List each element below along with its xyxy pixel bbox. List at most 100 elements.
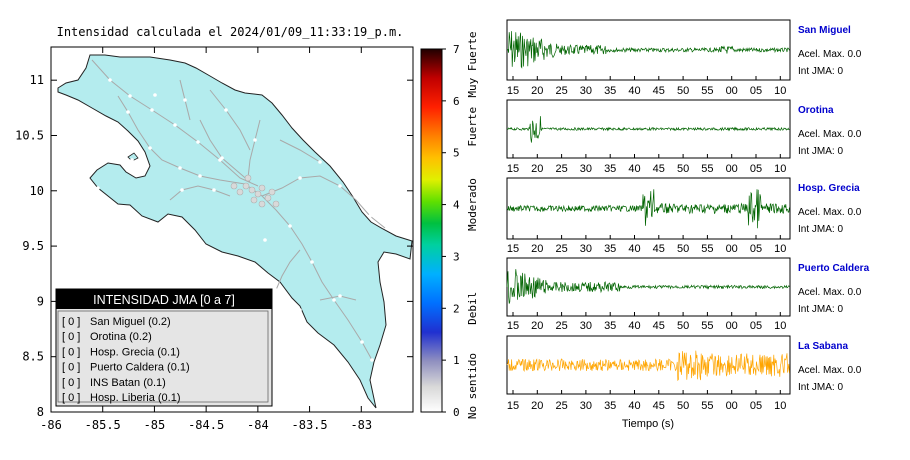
town-marker — [253, 138, 257, 142]
town-marker — [148, 146, 152, 150]
town-marker — [126, 110, 130, 114]
colorbar-tick-label: 0 — [453, 406, 460, 419]
waveform-trace — [506, 189, 790, 229]
waveform-tick-label: 30 — [580, 243, 592, 255]
town-marker — [224, 108, 228, 112]
map-frame — [50, 46, 414, 413]
town-marker — [150, 108, 154, 112]
waveform-tick-label: 20 — [531, 85, 543, 97]
waveform-tick-label: 15 — [507, 163, 519, 175]
map-y-tick-label: 8.5 — [22, 350, 44, 364]
station-int-jma: Int JMA: 0 — [798, 304, 843, 315]
waveform-trace — [506, 31, 790, 69]
waveform-tick-label: 40 — [628, 400, 640, 412]
station-name: Orotina — [798, 105, 834, 116]
waveform-tick-label: 30 — [580, 163, 592, 175]
colorbar-gradient — [420, 48, 443, 413]
legend-item-bracket: [ 0 ] — [62, 346, 80, 358]
town-marker — [274, 288, 278, 292]
waveform-trace — [506, 116, 790, 143]
town-marker — [212, 188, 216, 192]
town-marker — [128, 94, 132, 98]
colorbar-category-label: Muy Fuerte — [466, 31, 479, 97]
waveform-tick-label: 00 — [726, 320, 738, 332]
town-marker — [298, 308, 302, 312]
map-x-tick-label: -84 — [247, 418, 269, 432]
waveform-tick-label: 00 — [726, 163, 738, 175]
waveform-tick-label: 50 — [677, 320, 689, 332]
town-marker — [153, 93, 157, 97]
colorbar-tick-label: 7 — [453, 43, 460, 56]
waveform-tick-label: 25 — [555, 243, 567, 255]
waveform-tick-label: 50 — [677, 85, 689, 97]
town-marker — [96, 186, 100, 190]
waveform-xlabel: Tiempo (s) — [622, 418, 674, 430]
legend-item-label: INS Batan (0.1) — [90, 377, 166, 389]
waveform-tick-label: 25 — [555, 85, 567, 97]
map-y-tick-label: 11 — [30, 73, 44, 87]
waveform-tick-label: 00 — [726, 243, 738, 255]
station-int-jma: Int JMA: 0 — [798, 382, 843, 393]
map-y-tick-label: 10.5 — [15, 128, 44, 142]
waveform-tick-label: 50 — [677, 243, 689, 255]
waveform-tick-label: 25 — [555, 400, 567, 412]
colorbar-category-labels: No sentido Debil Moderado Fuerte Muy Fuerte — [466, 31, 479, 419]
station-accel: Acel. Max. 0.0 — [798, 365, 862, 376]
waveform-panel: 15 20 25 30 35 40 45 50 55 00 05 10 La Sabana Acel. M… — [506, 335, 862, 412]
town-marker — [338, 184, 342, 188]
legend-item-bracket: [ 0 ] — [62, 392, 80, 404]
waveform-tick-label: 15 — [507, 85, 519, 97]
waveform-tick-label: 25 — [555, 163, 567, 175]
waveform-tick-label: 05 — [750, 320, 762, 332]
waveform-tick-label: 10 — [774, 400, 786, 412]
station-int-jma: Int JMA: 0 — [798, 224, 843, 235]
legend-header — [56, 289, 272, 309]
waveform-tick-label: 40 — [628, 320, 640, 332]
colorbar-tick-label: 4 — [453, 199, 460, 212]
map-x-tick-label: -85.5 — [85, 418, 121, 432]
waveform-tick-label: 05 — [750, 85, 762, 97]
town-marker — [196, 140, 200, 144]
town-marker — [288, 224, 292, 228]
town-marker — [360, 340, 364, 344]
town-marker — [180, 188, 184, 192]
waveform-tick-label: 55 — [701, 400, 713, 412]
waveform-tick-label: 00 — [726, 85, 738, 97]
waveform-trace — [506, 350, 790, 382]
waveform-tick-label: 45 — [653, 163, 665, 175]
station-name: Puerto Caldera — [798, 263, 870, 274]
waveform-tick-label: 40 — [628, 163, 640, 175]
map-axis-ticks — [50, 47, 413, 413]
waveform-tick-label: 55 — [701, 320, 713, 332]
waveform-tick-label: 15 — [507, 400, 519, 412]
colorbar-category-label: Fuerte — [466, 107, 479, 147]
waveform-tick-label: 20 — [531, 400, 543, 412]
waveform-tick-label: 10 — [774, 85, 786, 97]
colorbar-tick-label: 6 — [453, 95, 460, 108]
waveform-tick-label: 00 — [726, 400, 738, 412]
station-accel: Acel. Max. 0.0 — [798, 207, 862, 218]
town-markers — [96, 78, 374, 362]
colorbar-tick-label: 2 — [453, 302, 460, 315]
legend-item-label: Hosp. Liberia (0.1) — [90, 392, 181, 404]
town-marker — [368, 214, 372, 218]
town-marker — [178, 166, 182, 170]
waveform-tick-label: 30 — [580, 320, 592, 332]
station-int-jma: Int JMA: 0 — [798, 66, 843, 77]
town-marker — [338, 294, 342, 298]
legend-item-label: Hosp. Grecia (0.1) — [90, 346, 180, 358]
waveform-tick-label: 30 — [580, 85, 592, 97]
waveform-tick-label: 35 — [604, 320, 616, 332]
town-marker — [318, 160, 322, 164]
station-name: San Miguel — [798, 25, 851, 36]
waveform-panel: 15 20 25 30 35 40 45 50 55 00 05 10 San Miguel Acel. … — [506, 19, 862, 97]
town-marker — [298, 176, 302, 180]
map-x-tick-label: -84.5 — [188, 418, 224, 432]
roads — [91, 59, 386, 361]
waveform-tick-label: 05 — [750, 400, 762, 412]
map-x-tick-label: -83 — [350, 418, 372, 432]
town-marker — [130, 158, 134, 162]
waveform-tick-label: 55 — [701, 85, 713, 97]
map-y-tick-label: 10 — [30, 184, 44, 198]
waveform-panel: 15 20 25 30 35 40 45 50 55 00 05 10 Puerto Caldera Ac… — [506, 257, 870, 332]
